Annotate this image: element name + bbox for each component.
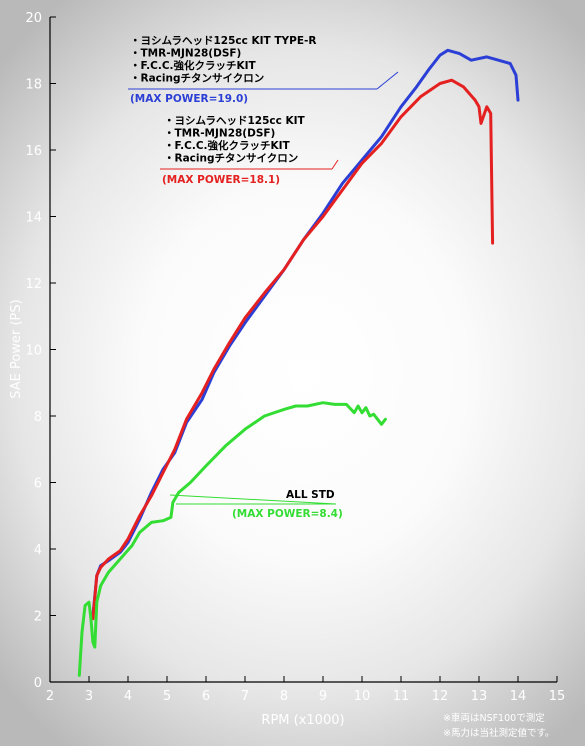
blue-power-line [91, 48, 520, 617]
green-max-power-label: (MAX POWER=8.4) [232, 508, 343, 520]
x-tick-label-8: 8 [280, 689, 288, 704]
green-leader-diagonal [169, 494, 337, 505]
x-tick-label-4: 4 [124, 689, 132, 704]
red-leader-diagonal [331, 159, 339, 170]
blue-max-power-label: (MAX POWER=19.0) [130, 93, 248, 105]
x-tick-label-15: 15 [549, 689, 566, 704]
y-tick-label-10: 10 [25, 344, 42, 359]
y-tick-label-12: 12 [25, 277, 42, 292]
x-axis-label: RPM (x1000) [261, 713, 344, 728]
x-tick-label-14: 14 [510, 689, 527, 704]
x-tick-label-11: 11 [393, 689, 410, 704]
red-spec-line-2: ・TMR-MJN28(DSF) [164, 128, 275, 140]
x-tick-label-2: 2 [46, 689, 54, 704]
y-tick-label-18: 18 [25, 78, 42, 93]
x-tick-label-7: 7 [241, 689, 249, 704]
blue-spec-line-1: ・ヨシムラヘッド125cc KIT TYPE-R [130, 35, 316, 47]
blue-spec-line-4: ・Racingチタンサイクロン [130, 73, 264, 85]
y-tick-label-8: 8 [34, 410, 42, 425]
x-tick-label-9: 9 [319, 689, 327, 704]
x-tick-label-6: 6 [202, 689, 210, 704]
red-spec-line-4: ・Racingチタンサイクロン [164, 153, 298, 165]
y-axis-label: SAE Power (PS) [9, 299, 24, 398]
blue-leader-diagonal [376, 71, 399, 90]
red-power-line [91, 78, 495, 621]
green-power-line [77, 401, 387, 677]
x-tick-label-13: 13 [471, 689, 488, 704]
footnote-1: ※車両はNSF100で測定 [443, 712, 545, 724]
y-tick-label-4: 4 [34, 543, 42, 558]
red-spec-line-3: ・F.C.C.強化クラッチKIT [164, 139, 291, 152]
blue-spec-line-2: ・TMR-MJN28(DSF) [130, 48, 241, 60]
red-max-power-label: (MAX POWER=18.1) [162, 174, 280, 186]
y-tick-label-20: 20 [25, 11, 42, 26]
y-tick-label-14: 14 [25, 211, 42, 226]
y-tick-label-0: 0 [34, 676, 42, 691]
y-tick-label-6: 6 [34, 477, 42, 492]
x-tick-label-10: 10 [354, 689, 371, 704]
x-tick-label-5: 5 [163, 689, 171, 704]
green-spec-line-1: ALL STD [286, 489, 335, 501]
y-tick-label-2: 2 [34, 610, 42, 625]
x-tick-label-12: 12 [432, 689, 449, 704]
footnote-2: ※馬力は当社測定値です。 [443, 727, 555, 739]
red-spec-line-1: ・ヨシムラヘッド125cc KIT [164, 115, 306, 127]
blue-spec-line-3: ・F.C.C.強化クラッチKIT [130, 59, 257, 72]
y-tick-label-16: 16 [25, 144, 42, 159]
x-tick-label-3: 3 [85, 689, 93, 704]
